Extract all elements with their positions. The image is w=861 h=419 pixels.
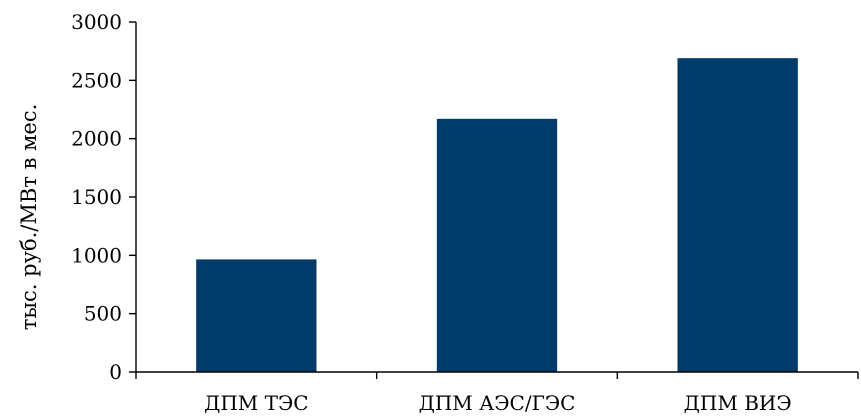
x-category-label: ДПМ АЭС/ГЭС [419, 391, 576, 415]
y-tick-label: 1000 [71, 243, 122, 267]
y-tick-label: 0 [109, 360, 122, 384]
y-tick-label: 3000 [71, 10, 122, 34]
x-category-label: ДПМ ТЭС [204, 391, 308, 415]
y-tick-label: 2500 [71, 68, 122, 92]
bar [196, 259, 317, 372]
y-axis-ticks: 0 500 1000 1500 2000 2500 3000 [71, 10, 859, 384]
y-tick-label: 2000 [71, 127, 122, 151]
bar [436, 118, 558, 372]
x-axis-labels: ДПМ ТЭС ДПМ АЭС/ГЭС ДПМ ВИЭ [204, 391, 792, 415]
y-tick-label: 500 [84, 302, 122, 326]
bar [677, 58, 798, 373]
bars [196, 58, 798, 373]
y-tick-label: 1500 [71, 185, 122, 209]
x-category-label: ДПМ ВИЭ [684, 391, 792, 415]
y-axis-title: тыс. руб./МВт в мес. [17, 104, 41, 331]
